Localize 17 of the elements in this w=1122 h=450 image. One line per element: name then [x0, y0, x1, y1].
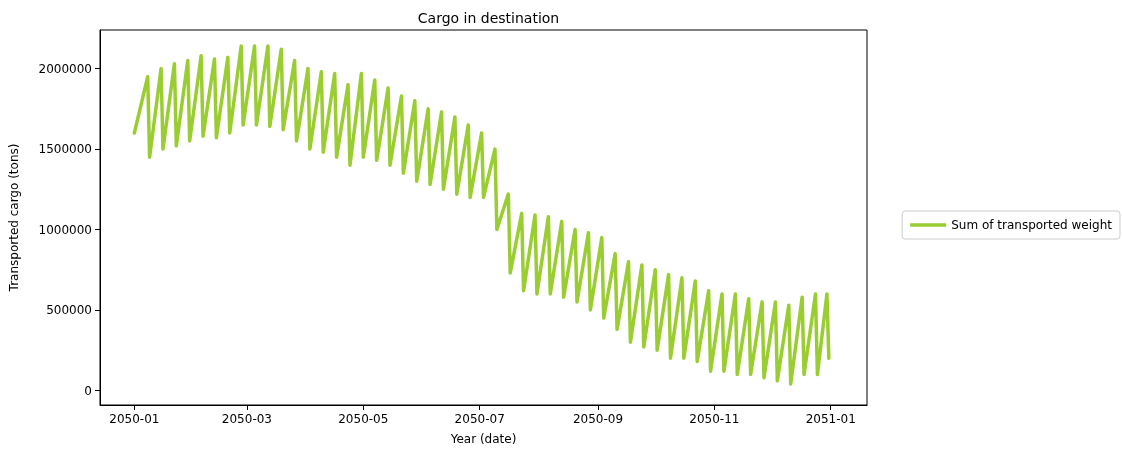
y-tick-label: 2000000: [38, 61, 92, 76]
x-axis-title: Year (date): [449, 432, 517, 446]
y-tick-label: 1000000: [38, 222, 92, 237]
line-series: [132, 44, 831, 386]
x-tick-label: 2051-01: [805, 412, 856, 426]
x-tick-label: 2050-03: [221, 412, 272, 426]
x-tick-label: 2050-09: [572, 412, 624, 426]
x-tick-label: 2050-11: [689, 412, 740, 426]
legend-label: Sum of transported weight: [951, 218, 1113, 232]
x-tick-label: 2050-01: [109, 412, 160, 426]
y-axis-title: Transported cargo (tons): [7, 143, 21, 293]
chart-title: Cargo in destination: [417, 10, 560, 26]
y-tick-label: 500000: [46, 303, 92, 318]
x-tick-label: 2050-07: [454, 412, 505, 426]
y-tick-label: 0: [84, 383, 92, 398]
x-tick-label: 2050-05: [338, 412, 389, 426]
y-tick-label: 1500000: [38, 142, 92, 157]
